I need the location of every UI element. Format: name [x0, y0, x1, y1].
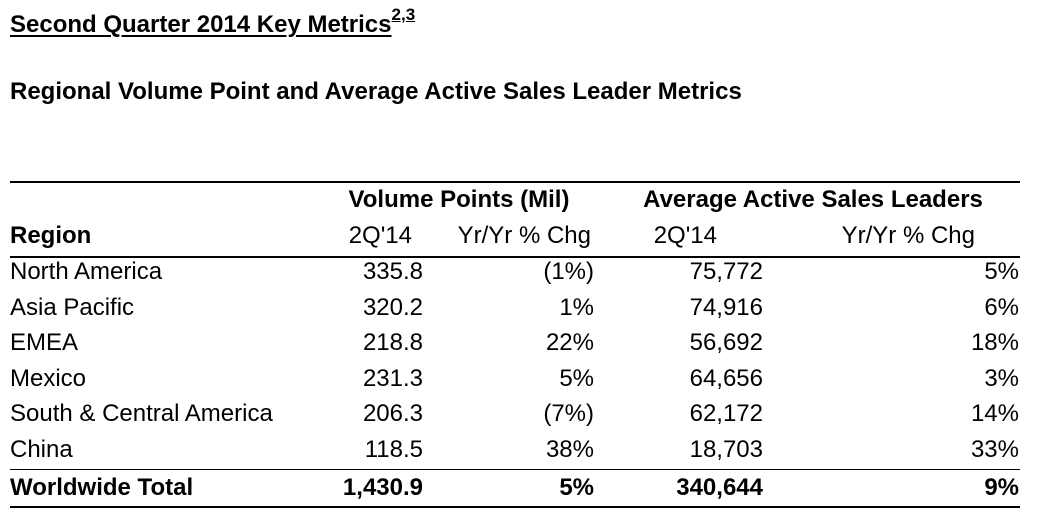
cell-volume-points: 320.2 [362, 294, 423, 321]
cell-region: South & Central America [10, 400, 273, 427]
total-top-rule [10, 469, 1020, 470]
group-header-volume-points: Volume Points (Mil) [348, 186, 570, 213]
column-header-region: Region [10, 222, 92, 249]
table-subtitle: Regional Volume Point and Average Active… [10, 78, 742, 105]
cell-sales-leaders: 56,692 [689, 329, 763, 356]
cell-region: Asia Pacific [10, 294, 135, 321]
table-row: Asia Pacific 320.2 1% 74,916 6% [0, 294, 1050, 329]
table-top-rule [10, 181, 1020, 183]
cell-volume-points: 335.8 [362, 258, 423, 285]
cell-sales-leaders: 18,703 [689, 436, 763, 463]
table-row: EMEA 218.8 22% 56,692 18% [0, 329, 1050, 364]
total-volume-points-change: 5% [559, 474, 594, 501]
table-row: North America 335.8 (1%) 75,772 5% [0, 258, 1050, 293]
header-bottom-rule [10, 256, 1020, 258]
cell-sales-leaders: 75,772 [689, 258, 763, 285]
cell-sales-leaders-change: 3% [984, 365, 1019, 392]
cell-volume-points-change: (1%) [543, 258, 594, 285]
cell-volume-points: 218.8 [362, 329, 423, 356]
table-row: China 118.5 38% 18,703 33% [0, 436, 1050, 471]
cell-sales-leaders: 64,656 [689, 365, 763, 392]
cell-volume-points-change: (7%) [543, 400, 594, 427]
column-header-asl-change: Yr/Yr % Chg [841, 222, 975, 249]
total-sales-leaders-change: 9% [984, 474, 1019, 501]
cell-sales-leaders-change: 5% [984, 258, 1019, 285]
cell-sales-leaders-change: 14% [970, 400, 1019, 427]
cell-region: North America [10, 258, 163, 285]
table-row-total: Worldwide Total 1,430.9 5% 340,644 9% [0, 474, 1050, 509]
column-header-asl-period: 2Q'14 [653, 222, 717, 249]
cell-sales-leaders: 62,172 [689, 400, 763, 427]
total-volume-points: 1,430.9 [342, 474, 423, 501]
column-header-vp-period: 2Q'14 [348, 222, 412, 249]
table-row: South & Central America 206.3 (7%) 62,172 14… [0, 400, 1050, 435]
page-title: Second Quarter 2014 Key Metrics2,3 [10, 5, 416, 38]
cell-region: EMEA [10, 329, 79, 356]
cell-volume-points: 118.5 [364, 436, 423, 463]
table-row: Mexico 231.3 5% 64,656 3% [0, 365, 1050, 400]
cell-volume-points: 231.3 [362, 365, 423, 392]
cell-sales-leaders-change: 18% [970, 329, 1019, 356]
table-bottom-rule [10, 506, 1020, 508]
group-header-sales-leaders: Average Active Sales Leaders [643, 186, 983, 213]
total-sales-leaders: 340,644 [676, 474, 763, 501]
cell-sales-leaders-change: 6% [984, 294, 1019, 321]
cell-volume-points-change: 22% [545, 329, 594, 356]
column-header-vp-change: Yr/Yr % Chg [457, 222, 591, 249]
cell-region: Mexico [10, 365, 87, 392]
cell-sales-leaders: 74,916 [689, 294, 763, 321]
total-region: Worldwide Total [10, 474, 194, 501]
footnote-reference: 2,3 [391, 5, 416, 24]
cell-sales-leaders-change: 33% [970, 436, 1019, 463]
cell-volume-points-change: 5% [559, 365, 594, 392]
cell-volume-points-change: 38% [545, 436, 594, 463]
cell-volume-points: 206.3 [362, 400, 423, 427]
cell-volume-points-change: 1% [559, 294, 594, 321]
cell-region: China [10, 436, 73, 463]
